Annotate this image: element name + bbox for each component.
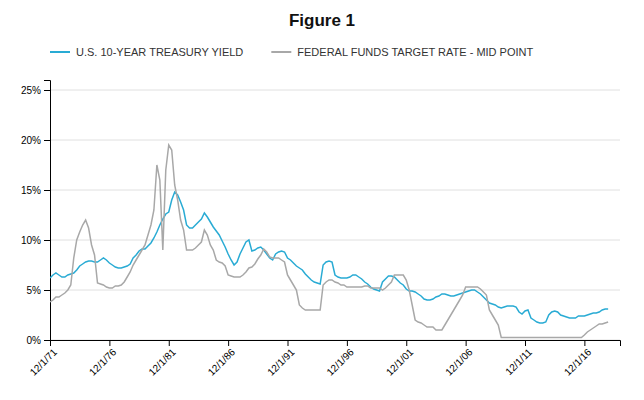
x-axis: 12/1/71 12/1/76 12/1/81 12/1/86 12/1/91 12/1/…: [28, 340, 621, 378]
y-tick-label: 10%: [21, 235, 41, 246]
grid-line: [50, 290, 620, 291]
x-tick-label: 12/1/71: [28, 346, 60, 378]
x-tick-mark: [525, 340, 526, 346]
y-axis: 0% 5% 10% 15% 20% 25%: [21, 81, 51, 346]
y-tick-mark: [44, 290, 50, 291]
x-tick-label: 12/1/76: [87, 346, 119, 378]
x-axis-line: [51, 341, 621, 347]
x-tick: 12/1/01: [384, 340, 416, 378]
grid: [50, 90, 620, 340]
chart: Figure 1 U.S. 10-YEAR TREASURY YIELD FEDER…: [0, 0, 644, 400]
x-tick: 12/1/86: [206, 340, 238, 378]
legend-item: U.S. 10-YEAR TREASURY YIELD: [50, 46, 243, 58]
grid-line: [50, 190, 620, 191]
x-tick-mark: [466, 340, 467, 346]
x-tick: 12/1/06: [443, 340, 475, 378]
x-tick-mark: [584, 340, 585, 346]
x-tick: 12/1/16: [562, 340, 594, 378]
legend: U.S. 10-YEAR TREASURY YIELD FEDERAL FUNDS…: [50, 46, 534, 58]
x-tick-mark: [109, 340, 110, 346]
x-tick: 12/1/71: [28, 340, 60, 378]
x-tick-label: 12/1/91: [265, 346, 297, 378]
x-tick-label: 12/1/86: [206, 346, 238, 378]
x-tick-label: 12/1/01: [384, 346, 416, 378]
plot: 0%5%10%15%20%25%12/1/7112/1/7612/1/8112/…: [21, 81, 621, 378]
legend-label: FEDERAL FUNDS TARGET RATE - MID POINT: [297, 46, 533, 58]
series-line: [50, 145, 608, 338]
y-tick: 15%: [21, 185, 50, 196]
legend-item: FEDERAL FUNDS TARGET RATE - MID POINT: [271, 46, 533, 58]
y-tick-mark: [44, 90, 50, 91]
x-tick: 12/1/11: [503, 340, 534, 377]
lines: [50, 145, 608, 338]
x-tick-mark: [228, 340, 229, 346]
y-tick-label: 15%: [21, 185, 41, 196]
y-tick-mark: [44, 190, 50, 191]
y-tick: 25%: [21, 85, 50, 96]
grid-line: [50, 240, 620, 241]
y-tick-label: 5%: [27, 285, 42, 296]
y-tick-mark: [44, 340, 50, 341]
grid-line: [50, 90, 620, 91]
x-tick-mark: [50, 340, 51, 346]
x-tick-label: 12/1/96: [324, 346, 356, 378]
title: Figure 1: [289, 11, 355, 30]
y-tick-mark: [44, 140, 50, 141]
x-tick-mark: [406, 340, 407, 346]
y-tick-mark: [44, 240, 50, 241]
x-tick-mark: [169, 340, 170, 346]
legend-label: U.S. 10-YEAR TREASURY YIELD: [76, 46, 243, 58]
grid-line: [50, 140, 620, 141]
y-tick: 10%: [21, 235, 50, 246]
x-tick-mark: [347, 340, 348, 346]
x-tick-label: 12/1/11: [503, 346, 534, 377]
x-tick: 12/1/81: [146, 340, 178, 378]
y-tick-label: 20%: [21, 135, 41, 146]
y-axis-line: [44, 81, 51, 341]
x-tick-label: 12/1/06: [443, 346, 475, 378]
y-tick-label: 0%: [27, 335, 42, 346]
y-tick-label: 25%: [21, 85, 41, 96]
x-tick: 12/1/96: [324, 340, 356, 378]
series-line: [50, 192, 608, 323]
x-tick: 12/1/76: [87, 340, 119, 378]
y-tick: 5%: [27, 285, 50, 296]
legend-swatch: [50, 51, 70, 53]
x-tick: 12/1/91: [265, 340, 297, 378]
x-tick-label: 12/1/16: [562, 346, 594, 378]
y-tick: 0%: [27, 335, 50, 346]
y-tick: 20%: [21, 135, 50, 146]
x-tick-mark: [288, 340, 289, 346]
x-tick-label: 12/1/81: [146, 346, 178, 378]
legend-swatch: [271, 51, 291, 53]
